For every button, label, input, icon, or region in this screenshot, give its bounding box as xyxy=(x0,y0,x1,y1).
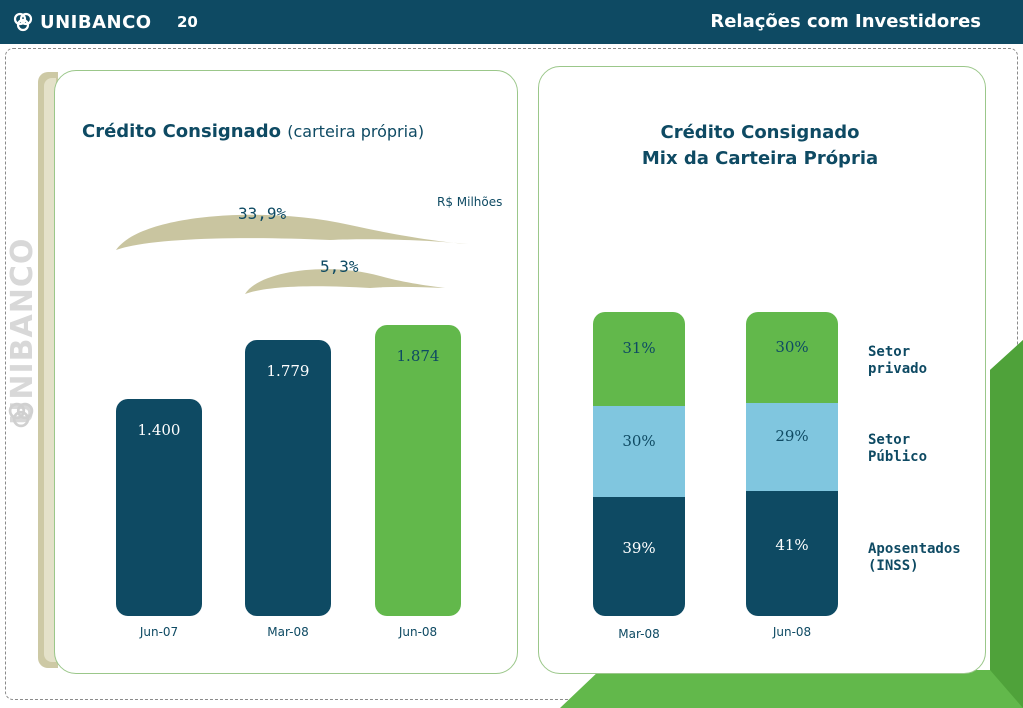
brand-name: UNIBANCO xyxy=(40,11,152,33)
unibanco-logo-icon xyxy=(13,12,33,32)
segment-value-label: 30% xyxy=(622,431,656,450)
watermark-logo-icon xyxy=(8,402,34,428)
stack-column-mar-08 xyxy=(593,312,685,616)
segment-value-label: 31% xyxy=(622,339,656,358)
x-axis-label: Jun-08 xyxy=(398,625,438,639)
segment-setor xyxy=(746,403,838,492)
header-bar: UNIBANCO 20 Relações com Investidores xyxy=(0,0,1023,44)
brand-logo[interactable]: UNIBANCO xyxy=(12,10,152,34)
segment-setor xyxy=(593,312,685,407)
segment-value-label: 29% xyxy=(775,427,809,446)
x-axis-label: Mar-08 xyxy=(618,627,660,641)
bar-value-label: 1.779 xyxy=(266,361,310,380)
growth-arrow-jun07-jun08 xyxy=(116,214,468,250)
bar-value-label: 1.874 xyxy=(396,347,440,366)
segment-setor xyxy=(593,406,685,498)
right-chart-title: Crédito Consignado Mix da Carteira Própr… xyxy=(540,120,980,172)
segment-value-label: 30% xyxy=(775,337,809,356)
segment-value-label: 41% xyxy=(775,535,809,554)
segment-value-label: 39% xyxy=(622,538,656,557)
page-number: 20 xyxy=(177,13,198,31)
bar-jun-07 xyxy=(116,398,202,616)
right-chart-title-line1: Crédito Consignado xyxy=(660,122,860,143)
right-chart-title-line2: Mix da Carteira Própria xyxy=(641,148,879,169)
units-label: R$ Milhões xyxy=(437,195,503,209)
x-axis-label: Mar-08 xyxy=(267,625,309,639)
left-chart-subtitle: (carteira própria) xyxy=(287,122,425,141)
bar-value-label: 1.400 xyxy=(137,420,181,439)
bar-jun-08 xyxy=(375,325,461,616)
stack-column-jun-08 xyxy=(746,312,838,616)
x-axis-label: Jun-07 xyxy=(139,625,179,639)
growth-label-yoy: 33,9% xyxy=(238,204,287,223)
growth-arrow-mar08-jun08 xyxy=(245,269,445,294)
segment-aposentados xyxy=(593,497,685,616)
legend-item: Setor privado xyxy=(868,344,928,377)
legend-item: Setor Público xyxy=(868,432,928,465)
bar-mar-08 xyxy=(245,339,331,616)
growth-label-qoq: 5,3% xyxy=(320,257,359,276)
header-title: Relações com Investidores xyxy=(710,11,981,32)
side-strip-inner xyxy=(44,78,56,662)
legend-item: Aposentados (INSS) xyxy=(868,541,961,574)
segment-setor xyxy=(746,312,838,404)
left-chart-title-main: Crédito Consignado xyxy=(82,121,281,142)
segment-aposentados xyxy=(746,491,838,616)
left-chart-title: Crédito Consignado (carteira própria) xyxy=(82,121,424,142)
x-axis-label: Jun-08 xyxy=(772,625,812,639)
